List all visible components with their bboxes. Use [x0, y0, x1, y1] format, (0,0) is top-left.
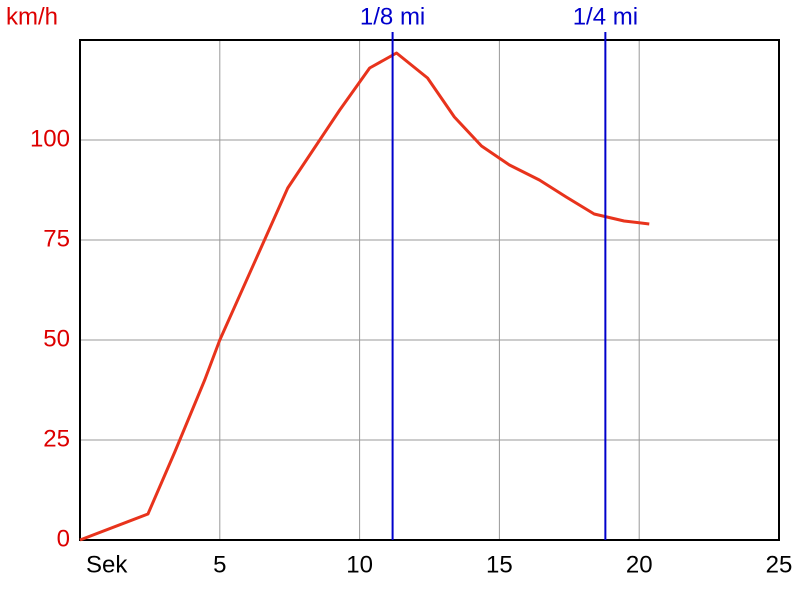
- x-tick-label: 15: [486, 551, 513, 578]
- y-tick-label: 50: [43, 325, 70, 352]
- y-tick-label: 0: [57, 525, 70, 552]
- x-tick-label: 5: [213, 551, 226, 578]
- x-tick-label: 20: [626, 551, 653, 578]
- speed-line: [79, 51, 650, 542]
- x-tick-label: 25: [766, 551, 793, 578]
- x-tick-label: Sek: [86, 551, 128, 578]
- y-tick-label: 100: [30, 125, 70, 152]
- y-axis-label: km/h: [6, 3, 58, 30]
- y-tick-label: 25: [43, 425, 70, 452]
- plot-frame: [79, 39, 780, 541]
- distance-marker-label: 1/8 mi: [360, 3, 425, 30]
- x-tick-label: 10: [346, 551, 373, 578]
- distance-marker-label: 1/4 mi: [573, 3, 638, 30]
- y-tick-label: 75: [43, 225, 70, 252]
